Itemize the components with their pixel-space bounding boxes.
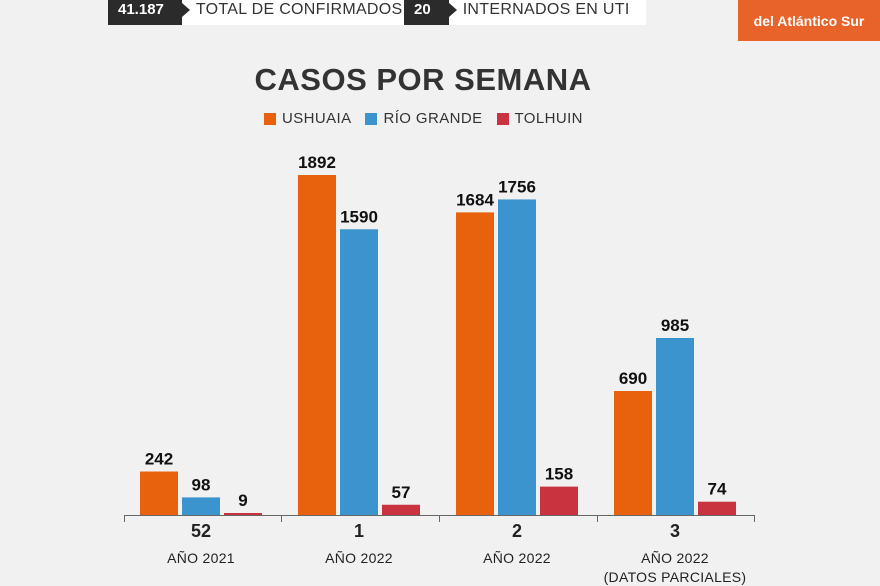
stat-confirmed-label: TOTAL DE CONFIRMADOS [181,0,419,25]
data-label-ushuaia-3: 690 [619,369,647,388]
chart-title: CASOS POR SEMANA [254,62,592,97]
data-label-ushuaia-0: 242 [145,450,173,469]
legend-item-ushuaia: USHUAIA [264,110,351,127]
bar-tolhuin-0 [224,513,262,515]
legend-label-rio-grande: RÍO GRANDE [383,110,483,127]
stat-icu-value: 20 [404,0,457,25]
x-tick-label-week-3: 3 [670,521,680,541]
legend-swatch-ushuaia [264,112,276,125]
x-tick-label-week-2: 2 [512,521,522,541]
data-label-rio-grande-1: 1590 [340,207,378,226]
data-label-rio-grande-3: 985 [661,316,689,335]
data-label-ushuaia-1: 1892 [298,153,336,172]
data-label-rio-grande-2: 1756 [498,177,536,196]
legend-label-ushuaia: USHUAIA [282,110,352,127]
brand-badge: del Atlántico Sur [738,0,880,41]
bar-ushuaia-0 [140,471,178,515]
x-tick-sublabel-year-3: AÑO 2022 [641,550,709,566]
data-label-tolhuin-0: 9 [238,491,247,510]
stat-icu: 20 INTERNADOS EN UTI [404,0,646,25]
bar-rio-grande-3 [656,337,694,515]
bar-ushuaia-1 [298,175,336,515]
legend-label-tolhuin: TOLHUIN [514,110,583,127]
data-label-tolhuin-1: 57 [392,483,411,502]
x-tick-sublabel-year-2: AÑO 2022 [483,550,551,566]
chart-legend: USHUAIA RÍO GRANDE TOLHUIN [264,110,583,127]
bar-ushuaia-3 [614,391,652,515]
x-tick-sublabel-year-0: AÑO 2021 [167,550,235,566]
bar-tolhuin-1 [382,504,420,515]
data-label-ushuaia-2: 1684 [456,190,494,209]
data-label-tolhuin-3: 74 [708,480,727,499]
x-tick-sublabel-year-1: AÑO 2022 [325,550,393,566]
stat-confirmed-value: 41.187 [108,0,190,25]
bar-ushuaia-2 [456,212,494,516]
legend-item-tolhuin: TOLHUIN [496,110,583,127]
bar-tolhuin-2 [540,486,578,515]
x-tick-label-week-0: 52 [191,521,211,541]
bar-rio-grande-2 [498,199,536,515]
data-label-rio-grande-0: 98 [192,475,211,494]
stat-confirmed: 41.187 TOTAL DE CONFIRMADOS [108,0,419,25]
bar-tolhuin-3 [698,501,736,515]
bar-rio-grande-0 [182,497,220,515]
bar-rio-grande-1 [340,229,378,515]
data-label-tolhuin-2: 158 [545,465,573,484]
x-tick-label-week-1: 1 [354,521,364,541]
legend-swatch-tolhuin [496,112,509,125]
x-tick-note-3: (DATOS PARCIALES) [604,569,747,585]
legend-swatch-rio-grande [365,112,378,125]
stat-icu-label: INTERNADOS EN UTI [448,0,646,25]
legend-item-rio-grande: RÍO GRANDE [365,110,482,127]
